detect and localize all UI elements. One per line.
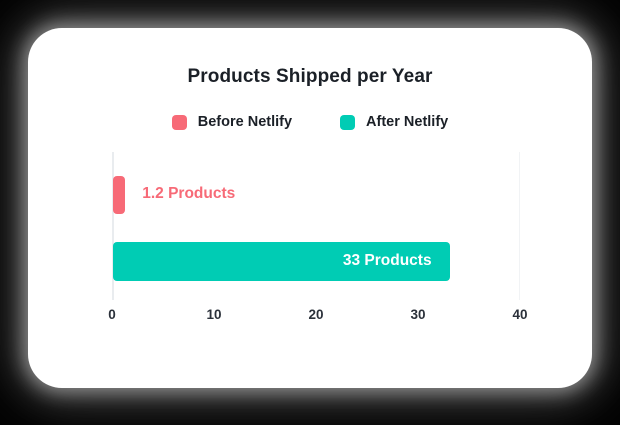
x-tick-label: 20 (308, 307, 324, 322)
x-tick-label: 30 (410, 307, 426, 322)
x-tick-label: 40 (512, 307, 528, 322)
chart-legend: Before Netlify After Netlify (28, 114, 592, 130)
y-axis-line (112, 152, 114, 300)
legend-item-before[interactable]: Before Netlify (171, 114, 293, 130)
legend-swatch-after-icon (340, 114, 356, 130)
bar-after-netlify[interactable] (113, 242, 450, 281)
x-tick-label: 10 (206, 307, 222, 322)
legend-swatch-before-icon (171, 114, 187, 130)
plot-area: 1.2 Products 33 Products 0 10 20 30 40 (108, 152, 528, 322)
x-axis-ticks: 0 10 20 30 40 (108, 307, 527, 329)
bar-label-before-netlify: 1.2 Products (142, 185, 236, 202)
legend-label-after: After Netlify (366, 114, 449, 130)
bar-before-netlify[interactable] (113, 176, 126, 214)
legend-item-after[interactable]: After Netlify (340, 114, 448, 130)
page-title: Products Shipped per Year (187, 66, 433, 87)
legend-label-before: Before Netlify (197, 114, 293, 130)
gridline-max (518, 152, 520, 300)
chart-card: Products Shipped per Year Before Netlify… (28, 28, 592, 388)
bar-label-after-netlify: 33 Products (342, 252, 432, 269)
x-tick-label: 0 (108, 307, 116, 322)
